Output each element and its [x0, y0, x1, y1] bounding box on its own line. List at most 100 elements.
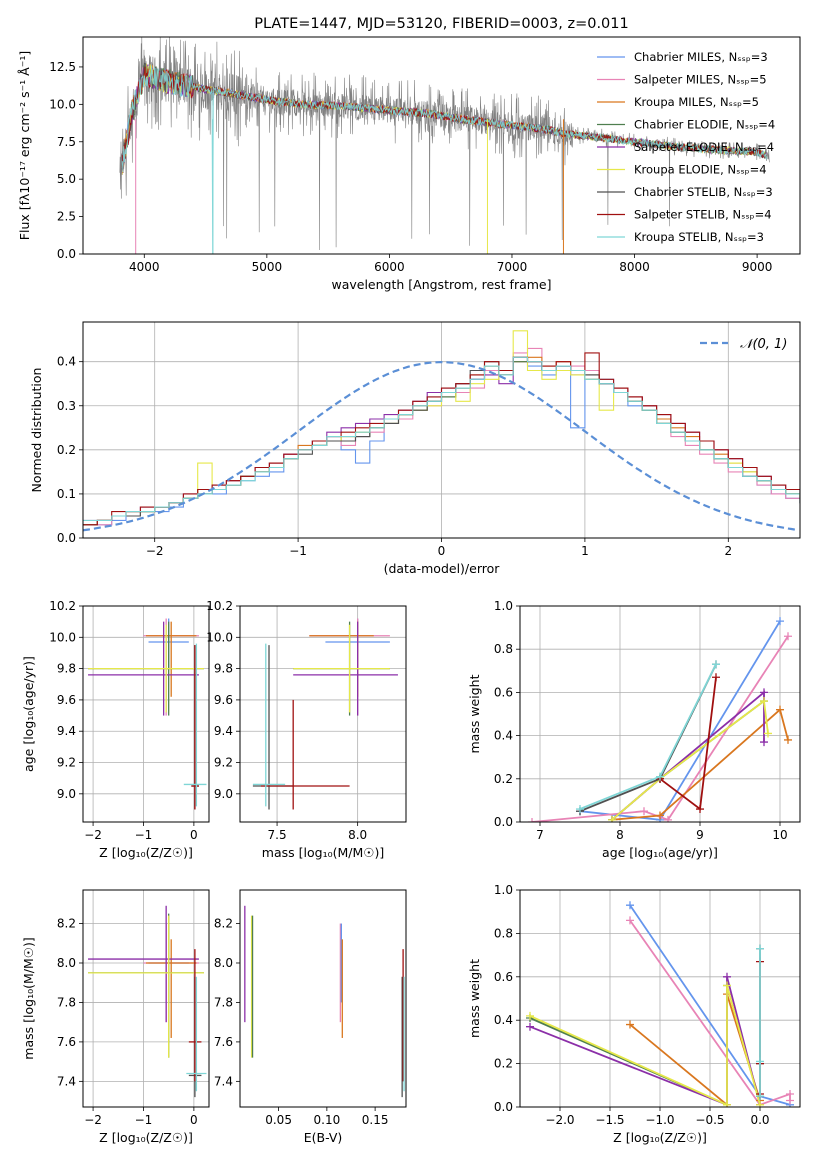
- y-tick-label: 0.2: [494, 772, 513, 786]
- y-axis-label: age [log₁₀(age/yr)]: [21, 656, 36, 772]
- weight-marker: [626, 916, 634, 925]
- y-tick-label: 0.6: [494, 685, 513, 699]
- axes-frame: [519, 605, 801, 823]
- y-tick-label: 10.0: [49, 630, 76, 644]
- y-tick-label: 9.2: [214, 756, 233, 770]
- x-tick-label: 2: [724, 544, 732, 558]
- weight-marker: [776, 705, 784, 714]
- weight-marker: [760, 738, 768, 747]
- hist-8: [83, 356, 800, 521]
- legend-label: Salpeter MILES, Nₛₛₚ=5: [634, 73, 767, 87]
- weight-marker: [656, 772, 664, 781]
- y-tick-label: 0.4: [57, 355, 76, 369]
- weight-marker: [528, 818, 536, 822]
- y-tick-label: 8.2: [214, 917, 233, 931]
- y-tick-label: 1.0: [494, 883, 513, 897]
- y-tick-label: 7.6: [57, 1035, 76, 1049]
- weight-marker: [626, 901, 634, 910]
- weight-marker: [526, 1011, 534, 1020]
- plot-area: [244, 905, 405, 1098]
- y-tick-label: 0.4: [494, 729, 513, 743]
- plot-area: [83, 330, 800, 532]
- y-tick-label: 7.4: [57, 1074, 76, 1088]
- x-tick-label: 7000: [497, 260, 528, 274]
- x-tick-label: 8.0: [348, 828, 367, 842]
- y-tick-label: 0.3: [57, 399, 76, 413]
- axes-frame: [82, 321, 801, 539]
- weight-marker: [723, 1100, 731, 1107]
- y-axis-label: mass [log₁₀(M/M☉)]: [21, 937, 36, 1059]
- x-tick-label: 7: [536, 828, 544, 842]
- y-tick-label: 9.8: [57, 662, 76, 676]
- weight-line-2: [611, 708, 789, 821]
- x-axis-label: mass [log₁₀(M/M☉)]: [262, 845, 384, 860]
- x-tick-label: 7.5: [268, 828, 287, 842]
- axes-frame: [519, 889, 801, 1108]
- y-tick-label: 9.8: [214, 662, 233, 676]
- panel-age-vs-mass: 7.5 8.0 9.0 9.2 9.4 9.6 9.8 10.0 10.2 mass [log₁₀…: [206, 599, 407, 860]
- x-tick-label: 6000: [374, 260, 405, 274]
- weight-marker: [608, 815, 616, 822]
- x-tick-label: −2.0: [545, 1113, 574, 1127]
- x-tick-label: −2: [146, 544, 164, 558]
- chart-title: PLATE=1447, MJD=53120, FIBERID=0003, z=0…: [254, 16, 628, 32]
- model-line-8: [121, 65, 767, 254]
- weight-marker: [526, 1022, 534, 1031]
- y-tick-label: 10.0: [206, 630, 233, 644]
- y-tick-label: 9.2: [57, 756, 76, 770]
- spectrum-data-line: [119, 37, 770, 251]
- y-tick-label: 10.2: [49, 599, 76, 613]
- y-tick-label: 0.4: [494, 1013, 513, 1027]
- x-tick-label: −1: [135, 1113, 153, 1127]
- weight-marker: [756, 1092, 764, 1101]
- x-tick-label: 0.05: [265, 1113, 292, 1127]
- legend-label: Kroupa MILES, Nₛₛₚ=5: [634, 95, 759, 109]
- x-axis-label: Z [log₁₀(Z/Z☉)]: [99, 845, 193, 860]
- y-tick-label: 1.0: [494, 599, 513, 613]
- weight-marker: [656, 811, 664, 820]
- weight-line-5: [529, 985, 761, 1107]
- legend-label: 𝒩(0, 1): [740, 337, 787, 352]
- weight-marker: [756, 944, 764, 953]
- y-axis-label: mass weight: [467, 674, 482, 753]
- axes-frame: [239, 605, 407, 823]
- y-tick-label: 5.0: [57, 172, 76, 186]
- y-tick-label: 10.0: [49, 97, 76, 111]
- weight-marker: [712, 673, 720, 682]
- weight-marker: [760, 688, 768, 697]
- x-axis-label: age [log₁₀(age/yr)]: [602, 845, 718, 860]
- plot-area: [526, 901, 794, 1107]
- y-tick-label: 0.0: [494, 815, 513, 829]
- model-line-7: [121, 66, 767, 173]
- y-tick-label: 9.4: [214, 724, 233, 738]
- y-tick-label: 9.6: [214, 693, 233, 707]
- weight-marker: [776, 617, 784, 626]
- x-axis-label: wavelength [Angstrom, rest frame]: [331, 277, 551, 292]
- x-tick-label: −1: [135, 828, 153, 842]
- x-tick-label: 5000: [252, 260, 283, 274]
- x-tick-label: 8: [616, 828, 624, 842]
- y-tick-label: 7.6: [214, 1035, 233, 1049]
- weight-marker: [640, 807, 648, 816]
- y-tick-label: 0.8: [494, 926, 513, 940]
- x-tick-label: −1: [289, 544, 307, 558]
- y-tick-label: 9.4: [57, 724, 76, 738]
- y-tick-label: 7.8: [57, 995, 76, 1009]
- y-tick-label: 9.0: [214, 787, 233, 801]
- weight-line-5: [611, 699, 769, 821]
- axes-frame: [82, 889, 210, 1108]
- x-tick-label: 8000: [619, 260, 650, 274]
- panel-age-vs-Z: −2 −1 0 9.0 9.2 9.4 9.6 9.8 10.0 10.2 Z [log₁₀(Z/Z…: [21, 599, 210, 860]
- x-tick-label: 9000: [742, 260, 773, 274]
- x-tick-label: −2: [84, 828, 102, 842]
- plot-area: [88, 618, 207, 810]
- y-tick-label: 12.5: [49, 60, 76, 74]
- y-axis-label: mass weight: [467, 959, 482, 1038]
- axes-frame: [82, 36, 801, 255]
- y-axis-label: Normed distribution: [29, 368, 44, 493]
- weight-marker: [696, 805, 704, 814]
- y-tick-label: 0.0: [57, 247, 76, 261]
- weight-marker: [664, 815, 672, 822]
- x-tick-label: 1: [581, 544, 589, 558]
